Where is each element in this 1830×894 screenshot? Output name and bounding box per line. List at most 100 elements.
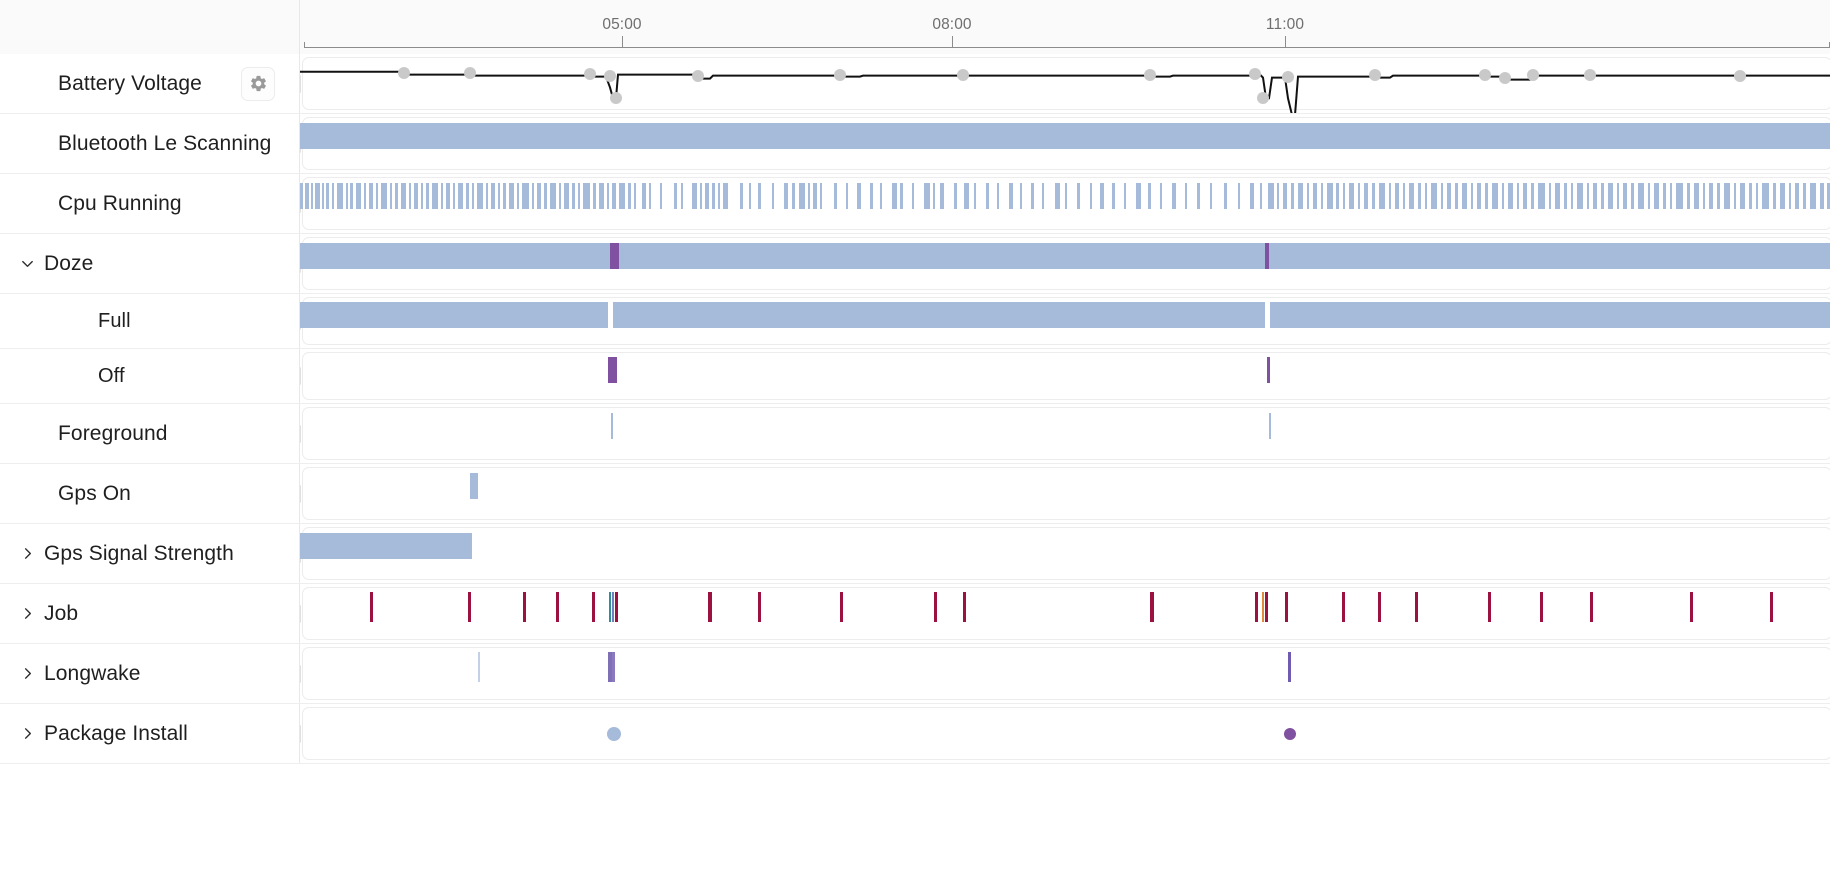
track-row[interactable]: Package Install <box>0 704 1830 764</box>
track-slice[interactable] <box>426 183 429 209</box>
track-slice[interactable] <box>1265 592 1268 622</box>
counter-sample-point[interactable] <box>1369 69 1381 81</box>
track-drag-handle[interactable] <box>300 664 301 683</box>
track-slice[interactable] <box>1150 592 1154 622</box>
track-row[interactable]: Longwake <box>0 644 1830 704</box>
track-row[interactable]: Job <box>0 584 1830 644</box>
track-slice[interactable] <box>934 592 937 622</box>
track-slice[interactable] <box>1724 183 1730 209</box>
track-slice[interactable] <box>712 183 715 209</box>
track-slice[interactable] <box>332 183 334 209</box>
track-slice[interactable] <box>1270 302 1830 328</box>
track-slice[interactable] <box>1277 183 1279 209</box>
track-row[interactable]: Battery Voltage <box>0 54 1830 114</box>
track-slice[interactable] <box>964 183 969 209</box>
counter-sample-point[interactable] <box>1584 69 1596 81</box>
track-slice[interactable] <box>556 592 559 622</box>
track-slice[interactable] <box>1455 183 1458 209</box>
track-slice[interactable] <box>1623 183 1627 209</box>
track-slice[interactable] <box>1100 183 1104 209</box>
track-slice[interactable] <box>1549 183 1551 209</box>
track-slice[interactable] <box>1267 357 1270 383</box>
track-slice[interactable] <box>315 183 320 209</box>
track-slice[interactable] <box>1508 183 1513 209</box>
ruler-canvas[interactable]: 05:00 08:00 11:00 <box>300 0 1830 54</box>
track-slice[interactable] <box>472 183 474 209</box>
track-slice[interactable] <box>1431 183 1437 209</box>
track-slice[interactable] <box>1447 183 1451 209</box>
chevron-right-icon[interactable] <box>14 606 40 621</box>
track-slice[interactable] <box>1734 183 1736 209</box>
track-slice[interactable] <box>1773 183 1776 209</box>
track-slice[interactable] <box>619 183 625 209</box>
track-slice[interactable] <box>723 183 728 209</box>
track-slice[interactable] <box>421 183 423 209</box>
track-slice[interactable] <box>1540 592 1543 622</box>
counter-sample-point[interactable] <box>398 67 410 79</box>
track-slice[interactable] <box>1042 183 1044 209</box>
track-slice[interactable] <box>954 183 957 209</box>
track-slice[interactable] <box>350 183 353 209</box>
track-slice[interactable] <box>1055 183 1060 209</box>
track-slice[interactable] <box>1709 183 1713 209</box>
track-row[interactable]: Foreground <box>0 404 1830 464</box>
track-slice[interactable] <box>912 183 914 209</box>
track-slice[interactable] <box>1307 183 1309 209</box>
track-slice[interactable] <box>1313 183 1317 209</box>
track-slice[interactable] <box>522 183 529 209</box>
track-slice[interactable] <box>1343 183 1345 209</box>
track-slice[interactable] <box>1780 183 1785 209</box>
track-slice[interactable] <box>364 183 366 209</box>
track-slice[interactable] <box>401 183 406 209</box>
track-slice[interactable] <box>300 123 1830 149</box>
track-drag-handle[interactable] <box>300 367 301 385</box>
track-label-cell[interactable]: Cpu Running <box>0 174 300 233</box>
track-slice[interactable] <box>628 183 631 209</box>
track-slice[interactable] <box>1803 183 1806 209</box>
track-drag-handle[interactable] <box>300 424 301 443</box>
track-slice[interactable] <box>1148 183 1151 209</box>
track-slice[interactable] <box>470 473 478 499</box>
track-slice[interactable] <box>792 183 795 209</box>
track-canvas[interactable] <box>300 524 1830 583</box>
track-slice[interactable] <box>1298 183 1303 209</box>
track-slice[interactable] <box>1288 652 1291 682</box>
track-slice[interactable] <box>446 183 450 209</box>
track-slice[interactable] <box>1265 243 1269 269</box>
track-slice[interactable] <box>674 183 677 209</box>
counter-sample-point[interactable] <box>957 69 969 81</box>
track-label-cell[interactable]: Doze <box>0 234 300 293</box>
counter-sample-point[interactable] <box>692 70 704 82</box>
track-slice[interactable] <box>1210 183 1212 209</box>
track-slice[interactable] <box>692 183 697 209</box>
track-slice[interactable] <box>612 183 616 209</box>
chevron-right-icon[interactable] <box>14 546 40 561</box>
track-slice[interactable] <box>813 183 817 209</box>
chevron-down-icon[interactable] <box>14 256 40 271</box>
track-slice[interactable] <box>1477 183 1481 209</box>
track-slice[interactable] <box>1694 183 1699 209</box>
track-slice[interactable] <box>660 183 662 209</box>
track-slice[interactable] <box>1827 183 1830 209</box>
track-slice[interactable] <box>1160 183 1162 209</box>
track-slice[interactable] <box>491 183 495 209</box>
track-row[interactable]: Full <box>0 294 1830 349</box>
track-slice[interactable] <box>409 183 411 209</box>
track-slice[interactable] <box>840 592 843 622</box>
track-slice[interactable] <box>820 183 822 209</box>
track-slice[interactable] <box>1462 183 1467 209</box>
track-slice[interactable] <box>1065 183 1067 209</box>
track-slice[interactable] <box>1471 183 1473 209</box>
track-slice[interactable] <box>1136 183 1141 209</box>
track-slice[interactable] <box>1378 592 1381 622</box>
track-slice[interactable] <box>642 183 646 209</box>
track-slice[interactable] <box>1327 183 1333 209</box>
track-slice[interactable] <box>1321 183 1323 209</box>
track-label-cell[interactable]: Foreground <box>0 404 300 463</box>
track-row[interactable]: Bluetooth Le Scanning <box>0 114 1830 174</box>
track-slice[interactable] <box>1395 183 1399 209</box>
track-slice[interactable] <box>1403 183 1405 209</box>
track-canvas[interactable] <box>300 234 1830 293</box>
track-slice[interactable] <box>322 183 324 209</box>
track-slice[interactable] <box>1631 183 1634 209</box>
